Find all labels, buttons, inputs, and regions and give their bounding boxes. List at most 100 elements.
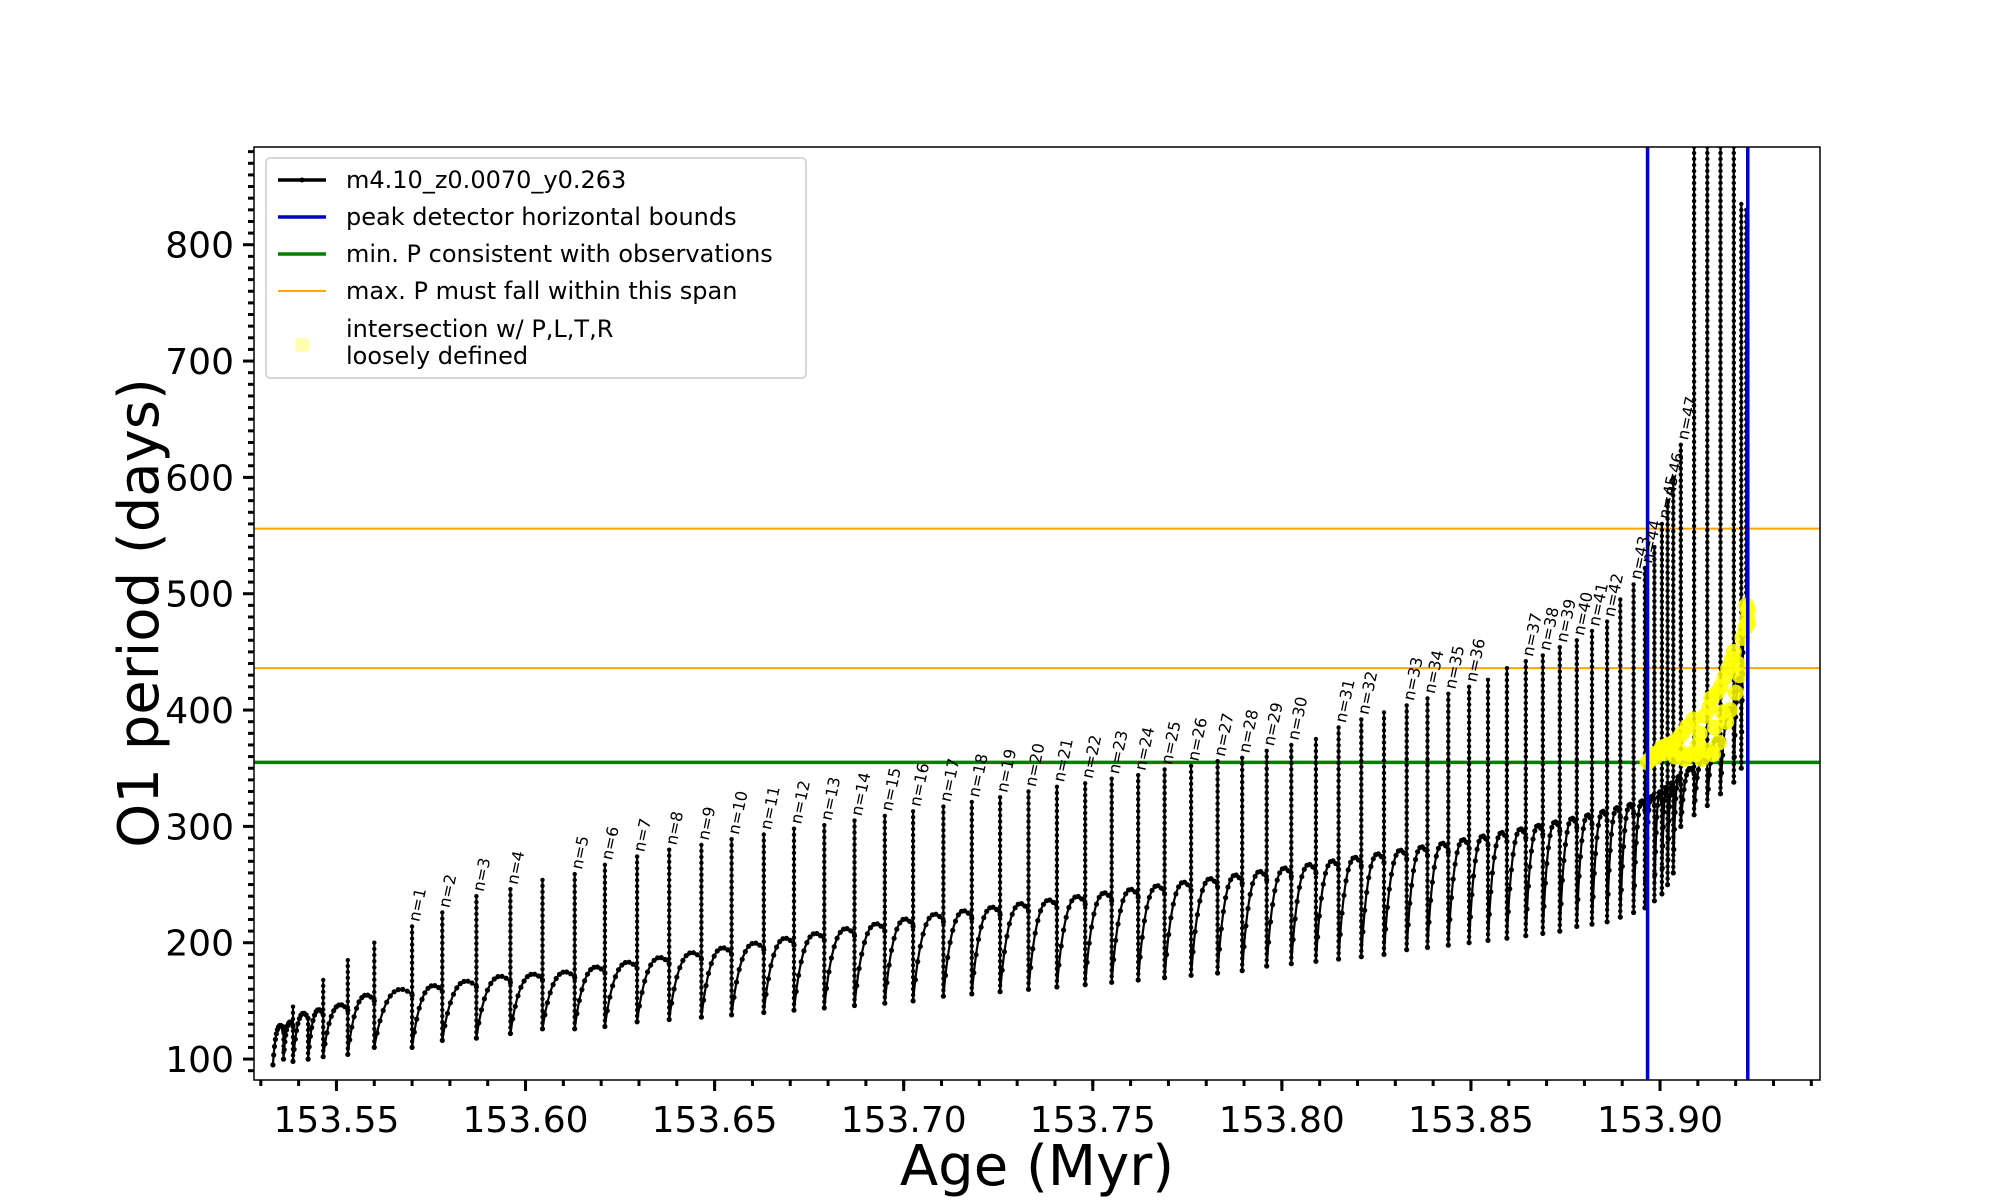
series-point <box>1054 936 1060 941</box>
series-point <box>882 928 887 933</box>
series-point <box>1604 757 1610 762</box>
series-point <box>1631 647 1636 653</box>
series-point <box>1162 886 1167 891</box>
series-point <box>1358 954 1364 960</box>
series-point <box>1215 952 1220 957</box>
series-point <box>897 920 903 926</box>
series-point <box>787 937 793 944</box>
series-point <box>474 994 479 999</box>
series-point <box>1574 727 1580 732</box>
series-point <box>1336 731 1341 736</box>
series-point <box>1678 687 1684 692</box>
series-point <box>1474 846 1480 852</box>
series-point <box>409 1002 415 1008</box>
series-point <box>1574 906 1580 911</box>
series-point <box>1659 521 1665 527</box>
series-point <box>910 909 916 915</box>
series-point <box>1026 849 1031 854</box>
series-point <box>1691 638 1697 643</box>
series-point <box>1678 466 1684 471</box>
series-point <box>848 928 854 934</box>
series-point <box>997 977 1003 982</box>
series-point <box>729 873 734 878</box>
series-point <box>1264 951 1269 957</box>
series-point <box>1264 927 1269 933</box>
series-point <box>1631 713 1636 718</box>
series-point <box>416 1005 422 1011</box>
series-point <box>1540 913 1546 918</box>
series-point <box>1652 796 1657 802</box>
series-point <box>1574 650 1580 655</box>
series-point <box>1386 886 1392 892</box>
series-point <box>1618 825 1623 830</box>
series-point <box>1652 616 1657 622</box>
series-point <box>1485 780 1491 785</box>
series-point <box>1425 763 1430 768</box>
series-point <box>1264 844 1269 849</box>
series-point <box>1718 438 1723 443</box>
series-point <box>1665 864 1670 869</box>
series-point <box>1290 937 1296 943</box>
series-point <box>1739 237 1744 243</box>
series-point <box>1359 948 1364 953</box>
series-point <box>1618 723 1623 728</box>
series-point <box>1504 666 1510 671</box>
series-point <box>761 921 766 926</box>
series-point <box>1718 504 1723 509</box>
series-point <box>474 988 479 993</box>
series-point <box>1485 901 1491 907</box>
series-point <box>699 896 704 901</box>
series-point <box>1188 799 1194 804</box>
series-point <box>1671 690 1676 696</box>
series-point <box>1691 391 1697 396</box>
series-point <box>1336 743 1341 748</box>
series-point <box>1466 744 1472 749</box>
series-point <box>1739 417 1744 423</box>
series-point <box>1739 724 1744 729</box>
series-point <box>1466 773 1472 779</box>
series-point <box>1083 881 1088 887</box>
series-point <box>852 907 857 913</box>
series-point <box>1739 736 1744 741</box>
series-point <box>1739 507 1744 513</box>
series-point <box>1277 870 1283 876</box>
series-point <box>1731 432 1737 437</box>
series-point <box>1718 300 1723 305</box>
series-point <box>1631 737 1636 742</box>
series-point <box>1523 676 1529 682</box>
series-point <box>280 1056 287 1062</box>
series-point <box>694 952 700 958</box>
series-point <box>1732 732 1738 738</box>
series-point <box>1705 504 1710 509</box>
series-point <box>1054 827 1060 832</box>
series-point <box>882 995 887 1000</box>
series-point <box>1739 201 1744 207</box>
series-point <box>1083 846 1088 851</box>
series-point <box>1240 852 1245 858</box>
series-point <box>1574 822 1580 828</box>
series-point <box>1240 834 1245 839</box>
x-tick-label: 153.60 <box>463 1100 589 1141</box>
series-point <box>1404 822 1409 827</box>
series-point <box>1678 699 1684 704</box>
series-point <box>307 1033 313 1039</box>
series-point <box>440 977 445 982</box>
series-point <box>1091 911 1097 917</box>
series-point <box>729 849 734 854</box>
series-point <box>1366 875 1372 881</box>
series-point <box>1083 834 1088 839</box>
series-point <box>941 952 946 957</box>
series-point <box>969 853 974 859</box>
series-point <box>321 1025 326 1030</box>
series-point <box>699 955 704 960</box>
series-point <box>1466 839 1472 844</box>
series-point <box>1604 661 1610 666</box>
series-point <box>1313 905 1319 910</box>
series-point <box>1718 372 1723 377</box>
series-point <box>1731 738 1737 743</box>
series-point <box>1336 850 1341 855</box>
series-point <box>1705 270 1710 275</box>
series-point <box>667 1011 672 1016</box>
series-point <box>572 967 577 972</box>
series-point <box>1446 859 1451 864</box>
